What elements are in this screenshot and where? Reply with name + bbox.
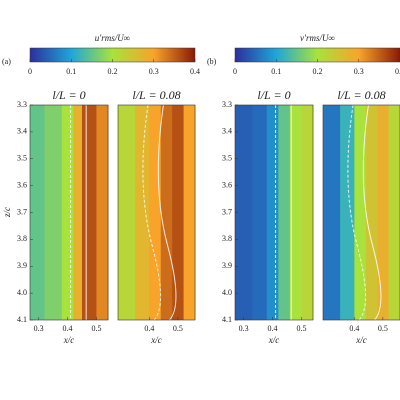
plot-frame bbox=[322, 104, 400, 321]
x-tick-label: 0.5 bbox=[296, 324, 306, 333]
y-tick-label: 4.1 bbox=[17, 315, 27, 324]
colorbar-tick-label: 0.1 bbox=[271, 67, 281, 76]
boundary-line bbox=[157, 104, 177, 321]
x-tick-label: 0.3 bbox=[239, 324, 249, 333]
heatmap-strip bbox=[323, 105, 341, 320]
heatmap-strip bbox=[340, 105, 355, 320]
x-tick-label: 0.5 bbox=[91, 324, 101, 333]
y-tick-label: 3.6 bbox=[17, 180, 27, 189]
heatmap-strip bbox=[96, 105, 109, 320]
plot-title: l/L = 0 bbox=[52, 88, 85, 102]
heatmap-strip bbox=[172, 105, 185, 320]
colorbar-tick-label: 0 bbox=[28, 67, 32, 76]
y-tick-label: 3.4 bbox=[222, 127, 232, 136]
heatmap-strip bbox=[388, 105, 400, 320]
heatmap-strip bbox=[301, 105, 314, 320]
plot-title: l/L = 0 bbox=[257, 88, 290, 102]
heatmap-strip bbox=[183, 105, 196, 320]
heatmap-strip bbox=[118, 105, 136, 320]
x-tick-label: 0.5 bbox=[173, 324, 183, 333]
y-tick-label: 3.9 bbox=[222, 261, 232, 270]
x-tick-label: 0.3 bbox=[34, 324, 44, 333]
heatmap-strip bbox=[73, 105, 83, 320]
plot-title: l/L = 0.08 bbox=[132, 88, 180, 102]
y-tick-label: 3.7 bbox=[17, 207, 27, 216]
panel-label: (b) bbox=[207, 57, 217, 66]
colorbar-tick-label: 0 bbox=[233, 67, 237, 76]
boundary-line bbox=[142, 104, 162, 321]
colorbar-tick-label: 0.2 bbox=[313, 67, 323, 76]
colorbar-tick-label: 0.3 bbox=[149, 67, 159, 76]
heatmap-strip bbox=[266, 105, 279, 320]
heatmap-strip bbox=[44, 105, 63, 320]
colorbar-tick-label: 0.4 bbox=[190, 67, 200, 76]
x-axis-label: x/c bbox=[355, 335, 367, 345]
heatmap-strip bbox=[289, 105, 302, 320]
heatmap-strip bbox=[30, 105, 45, 320]
heatmap-strip bbox=[365, 105, 378, 320]
x-axis-label: x/c bbox=[150, 335, 162, 345]
y-axis-label: z/c bbox=[2, 207, 12, 218]
y-tick-label: 3.4 bbox=[17, 127, 27, 136]
x-axis-label: x/c bbox=[268, 335, 280, 345]
boundary-line bbox=[362, 104, 382, 321]
heatmap-strip bbox=[160, 105, 173, 320]
heatmap-strip bbox=[135, 105, 150, 320]
colorbar-tick-label: 0.2 bbox=[108, 67, 118, 76]
y-tick-label: 3.9 bbox=[17, 261, 27, 270]
heatmap-strip bbox=[235, 105, 253, 320]
colorbar-tick-label: 0.4 bbox=[395, 67, 400, 76]
y-tick-label: 3.7 bbox=[222, 207, 232, 216]
y-tick-label: 3.5 bbox=[17, 154, 27, 163]
heatmap-strip bbox=[354, 105, 367, 320]
heatmap-strip bbox=[61, 105, 74, 320]
colorbar-label: u′rms/U∞ bbox=[95, 33, 130, 43]
heatmap-strip bbox=[278, 105, 291, 320]
y-tick-label: 3.6 bbox=[222, 180, 232, 189]
heatmap-strip bbox=[82, 105, 97, 320]
plot-title: l/L = 0.08 bbox=[337, 88, 385, 102]
x-tick-label: 0.4 bbox=[268, 324, 278, 333]
heatmap-strip bbox=[377, 105, 390, 320]
boundary-line bbox=[347, 104, 367, 321]
plot-frame bbox=[117, 104, 196, 321]
colorbar-tick-label: 0.1 bbox=[66, 67, 76, 76]
y-tick-label: 4.0 bbox=[17, 288, 27, 297]
heatmap-strip bbox=[252, 105, 268, 320]
x-tick-label: 0.4 bbox=[349, 324, 359, 333]
colorbar-tick-label: 0.3 bbox=[354, 67, 364, 76]
panel-label: (a) bbox=[2, 57, 11, 66]
y-tick-label: 4.0 bbox=[222, 288, 232, 297]
y-tick-label: 3.8 bbox=[17, 234, 27, 243]
colorbar-label: v′rms/U∞ bbox=[300, 33, 335, 43]
x-tick-label: 0.5 bbox=[378, 324, 388, 333]
x-tick-label: 0.4 bbox=[63, 324, 73, 333]
y-tick-label: 3.3 bbox=[17, 100, 27, 109]
y-tick-label: 3.5 bbox=[222, 154, 232, 163]
y-tick-label: 3.8 bbox=[222, 234, 232, 243]
x-axis-label: x/c bbox=[63, 335, 75, 345]
x-tick-label: 0.4 bbox=[144, 324, 154, 333]
y-tick-label: 4.1 bbox=[222, 315, 232, 324]
y-tick-label: 3.3 bbox=[222, 100, 232, 109]
heatmap-strip bbox=[149, 105, 162, 320]
